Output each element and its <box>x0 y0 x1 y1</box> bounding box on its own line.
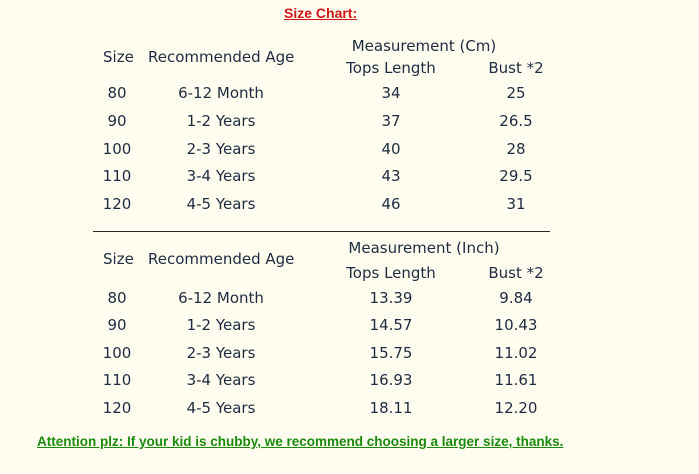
table-cell: 4-5 Years <box>186 195 256 213</box>
table-cell: 28 <box>506 140 526 158</box>
table-cell: 3-4 Years <box>186 167 256 185</box>
table-cell: 2-3 Years <box>186 140 256 158</box>
table-cell: 11.02 <box>494 344 538 362</box>
col-header-bust: Bust *2 <box>488 59 544 77</box>
table-cell: 25 <box>506 84 526 102</box>
table-cell: 46 <box>381 195 401 213</box>
col-header-tops-length: Tops Length <box>346 59 436 77</box>
col-header-size: Size <box>103 250 134 268</box>
size-chart-title: Size Chart: <box>284 5 358 21</box>
table-cell: 11.61 <box>494 371 538 389</box>
table-cell: 10.43 <box>494 316 538 334</box>
table-cell: 2-3 Years <box>186 344 256 362</box>
table-cell: 100 <box>102 140 132 158</box>
table-cell: 18.11 <box>369 399 413 417</box>
col-header-age: Recommended Age <box>148 48 295 66</box>
table-cell: 13.39 <box>369 289 413 307</box>
table-cell: 31 <box>506 195 526 213</box>
table-cell: 34 <box>381 84 401 102</box>
table-cell: 90 <box>107 112 127 130</box>
table-cell: 29.5 <box>499 167 533 185</box>
table-cell: 6-12 Month <box>178 84 264 102</box>
table-cell: 26.5 <box>499 112 533 130</box>
measurement-header-inch: Measurement (Inch) <box>348 239 500 257</box>
table-cell: 110 <box>102 371 132 389</box>
table-cell: 100 <box>102 344 132 362</box>
table-cell: 1-2 Years <box>186 316 256 334</box>
table-divider <box>93 231 550 232</box>
table-cell: 120 <box>102 399 132 417</box>
table-cell: 80 <box>107 84 127 102</box>
table-cell: 14.57 <box>369 316 413 334</box>
table-cell: 120 <box>102 195 132 213</box>
table-cell: 1-2 Years <box>186 112 256 130</box>
table-cell: 37 <box>381 112 401 130</box>
table-cell: 9.84 <box>499 289 533 307</box>
table-cell: 80 <box>107 289 127 307</box>
table-cell: 15.75 <box>369 344 413 362</box>
table-cell: 12.20 <box>494 399 538 417</box>
col-header-age: Recommended Age <box>148 250 295 268</box>
table-cell: 110 <box>102 167 132 185</box>
table-cell: 3-4 Years <box>186 371 256 389</box>
table-cell: 40 <box>381 140 401 158</box>
col-header-bust: Bust *2 <box>488 264 544 282</box>
col-header-tops-length: Tops Length <box>346 264 436 282</box>
measurement-header-cm: Measurement (Cm) <box>351 37 497 55</box>
col-header-size: Size <box>103 48 134 66</box>
table-cell: 43 <box>381 167 401 185</box>
table-cell: 4-5 Years <box>186 399 256 417</box>
table-cell: 90 <box>107 316 127 334</box>
table-cell: 6-12 Month <box>178 289 264 307</box>
table-cell: 16.93 <box>369 371 413 389</box>
attention-note: Attention plz: If your kid is chubby, we… <box>37 434 564 449</box>
